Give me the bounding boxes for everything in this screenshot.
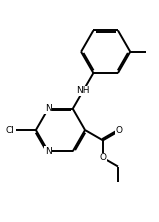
Text: N: N: [45, 104, 52, 113]
Text: O: O: [115, 125, 122, 135]
Text: N: N: [45, 147, 52, 156]
Text: NH: NH: [76, 86, 90, 95]
Text: Cl: Cl: [5, 125, 14, 135]
Text: O: O: [99, 153, 106, 162]
